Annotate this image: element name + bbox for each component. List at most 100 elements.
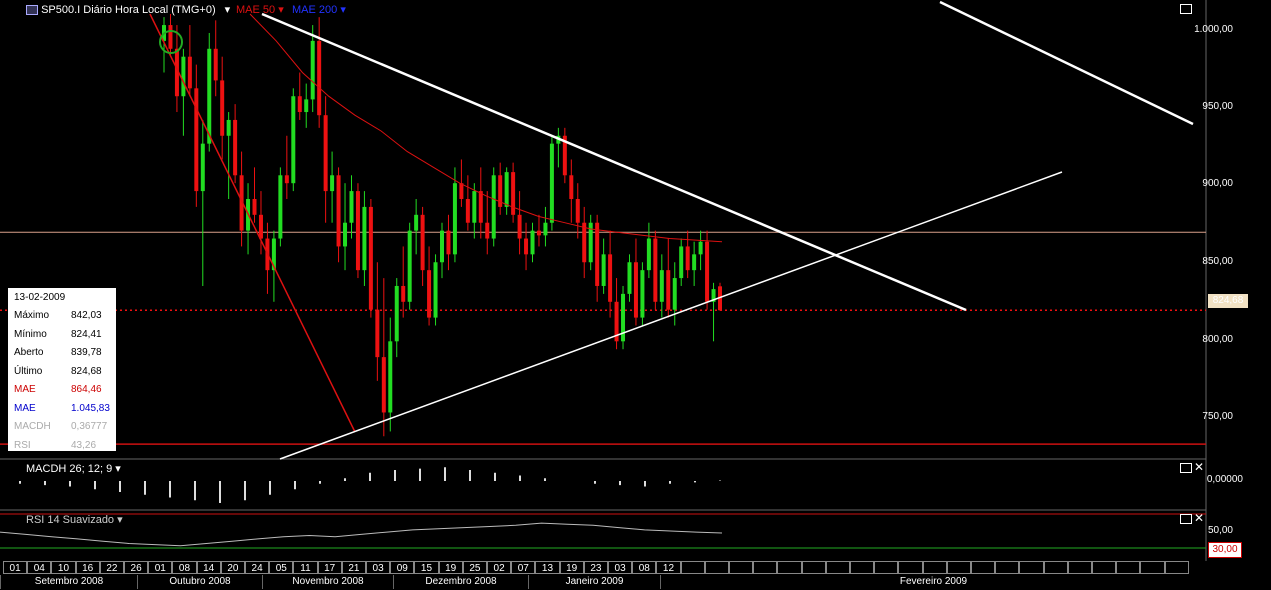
close-icon[interactable]: ✕	[1194, 460, 1205, 474]
candle-body	[504, 172, 509, 207]
info-row-value: 842,03	[71, 310, 102, 321]
date-cell[interactable]: 02	[487, 561, 512, 574]
candle-body	[705, 241, 710, 302]
candle-body	[355, 191, 360, 271]
candle-body	[549, 143, 554, 223]
info-row-label: RSI	[14, 439, 31, 451]
date-cell[interactable]: 13	[535, 561, 560, 574]
candle-body	[646, 238, 651, 271]
date-cell[interactable]: 17	[317, 561, 342, 574]
date-cell[interactable]: 11	[293, 561, 318, 574]
candle-body	[491, 175, 496, 239]
info-row: Mínimo 824,41	[14, 329, 112, 343]
candle-body	[394, 285, 399, 342]
candle-body	[666, 270, 671, 310]
date-cell[interactable]: 22	[99, 561, 124, 574]
date-cell[interactable]: 12	[656, 561, 681, 574]
rsi-axis-low: 30,00	[1208, 542, 1242, 558]
candle-body	[595, 222, 600, 286]
dropdown-arrow-icon[interactable]: ▾	[278, 4, 284, 16]
month-label: Outubro 2008	[137, 575, 262, 589]
date-cell-empty	[1164, 561, 1189, 574]
info-row: MAE 864,46	[14, 384, 112, 398]
date-cell[interactable]: 01	[148, 561, 173, 574]
price-tick: 900,00	[1202, 178, 1233, 189]
date-cell[interactable]: 21	[341, 561, 366, 574]
date-cell[interactable]: 08	[632, 561, 657, 574]
candle-body	[543, 222, 548, 236]
candle-body	[601, 254, 606, 286]
dropdown-arrow-icon[interactable]: ▾	[340, 4, 346, 16]
info-row-value: 43,26	[71, 439, 97, 451]
date-cell[interactable]: 19	[559, 561, 584, 574]
candle-body	[187, 56, 192, 89]
date-cell[interactable]: 25	[462, 561, 487, 574]
date-cell[interactable]: 07	[511, 561, 536, 574]
candle-body	[174, 48, 179, 97]
candle-body	[181, 56, 186, 97]
date-cell[interactable]: 09	[390, 561, 415, 574]
date-cell[interactable]: 15	[414, 561, 439, 574]
date-cell[interactable]: 04	[27, 561, 52, 574]
date-cell-empty	[825, 561, 850, 574]
date-cell[interactable]: 05	[269, 561, 294, 574]
candle-body	[459, 183, 464, 200]
date-cell-empty	[1140, 561, 1165, 574]
date-cell[interactable]: 24	[245, 561, 270, 574]
candle-body	[569, 175, 574, 200]
candle-body	[562, 135, 567, 176]
maximize-icon[interactable]	[1180, 4, 1192, 14]
info-row: Máximo 842,03	[14, 310, 112, 324]
macd-pane-header[interactable]: MACDH 26; 12; 9 ▾	[26, 462, 121, 475]
date-cell[interactable]: 20	[220, 561, 245, 574]
candle-body	[414, 214, 419, 231]
date-cell[interactable]: 16	[75, 561, 100, 574]
date-cell[interactable]: 26	[124, 561, 149, 574]
date-cell[interactable]: 19	[438, 561, 463, 574]
trend-line	[939, 0, 1194, 126]
date-cell-empty	[898, 561, 923, 574]
last-price-tag: 824,68	[1208, 294, 1248, 308]
candle-body	[336, 175, 341, 247]
dropdown-arrow-icon[interactable]: ▾	[117, 514, 123, 526]
info-row-label: MAE	[14, 402, 36, 414]
price-tick: 950,00	[1202, 101, 1233, 112]
candle-body	[375, 309, 380, 358]
candle-body	[239, 175, 244, 231]
date-cell[interactable]: 14	[196, 561, 221, 574]
info-row: Último 824,68	[14, 366, 112, 380]
date-axis[interactable]: 01 04 10 16 22 26 01 08 14 20 24 05 11 17 21 03 09 15 19 25…	[0, 561, 1271, 590]
date-cell[interactable]: 23	[583, 561, 608, 574]
maximize-icon[interactable]	[1180, 463, 1192, 473]
date-cell[interactable]: 03	[608, 561, 633, 574]
rsi-pane-header[interactable]: RSI 14 Suavizado ▾	[26, 513, 123, 526]
date-cell-empty	[680, 561, 705, 574]
candle-body	[672, 278, 677, 310]
date-cell[interactable]: 10	[51, 561, 76, 574]
info-row-value: 864,46	[71, 384, 102, 395]
symbol-header[interactable]: SP500.I Diário Hora Local (TMG+0) ▾	[26, 3, 230, 16]
mae50-label: MAE 50	[236, 4, 276, 16]
mae200-indicator[interactable]: MAE 200 ▾	[292, 3, 346, 16]
date-cell[interactable]: 08	[172, 561, 197, 574]
info-date: 13-02-2009	[14, 292, 66, 303]
dropdown-arrow-icon[interactable]: ▾	[224, 4, 231, 16]
mae50-indicator[interactable]: MAE 50 ▾	[236, 3, 284, 16]
candle-body	[524, 238, 529, 255]
candle-body	[284, 175, 289, 184]
candle-body	[343, 222, 348, 247]
date-cell-empty	[777, 561, 802, 574]
candle-body	[627, 262, 632, 294]
info-row-label: Último	[14, 365, 43, 377]
date-cell-empty	[874, 561, 899, 574]
dropdown-arrow-icon[interactable]: ▾	[115, 463, 121, 475]
maximize-icon[interactable]	[1180, 514, 1192, 524]
info-row: Aberto 839,78	[14, 347, 112, 361]
date-cell[interactable]: 03	[366, 561, 391, 574]
candle-body	[420, 214, 425, 271]
close-icon[interactable]: ✕	[1194, 511, 1205, 525]
candle-body	[498, 175, 503, 207]
date-cell[interactable]: 01	[3, 561, 28, 574]
